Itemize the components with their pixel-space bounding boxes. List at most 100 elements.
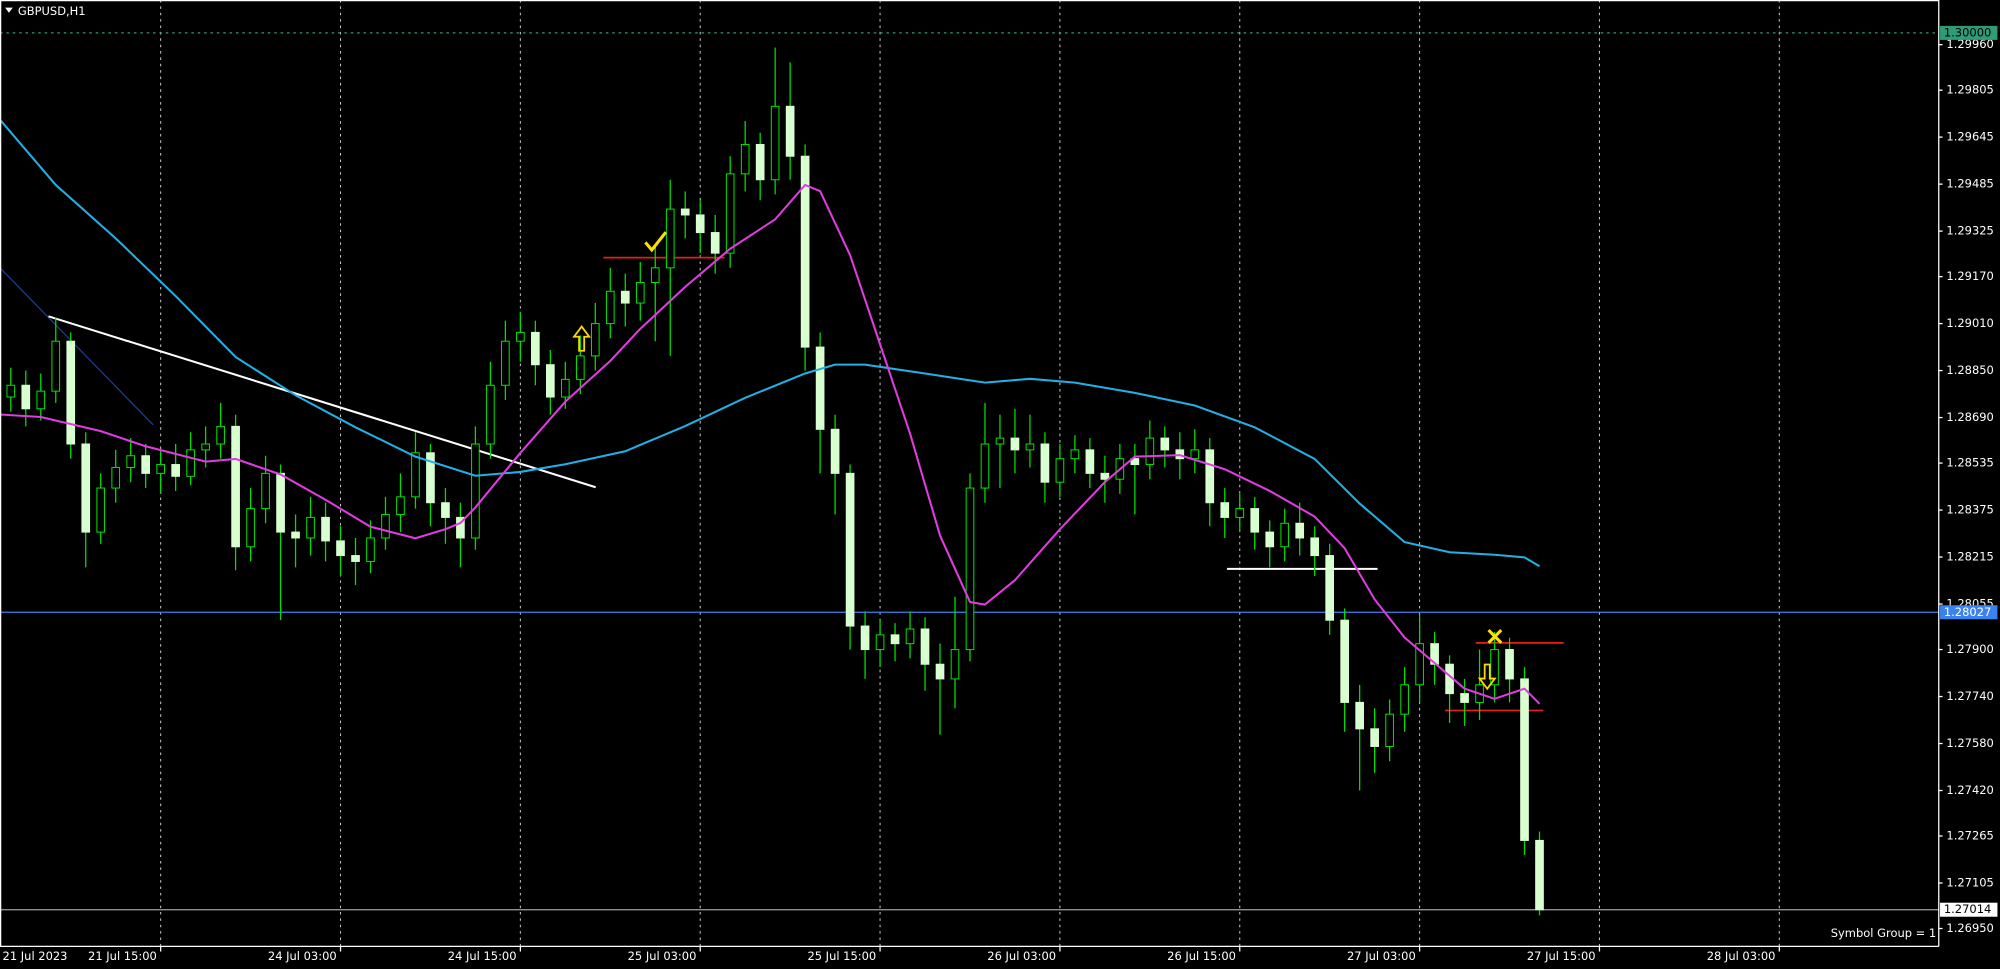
y-tick-label: 1.27740 [1946,689,1993,703]
moving-average-line [0,118,1541,568]
candle-body [231,425,240,548]
candle-body [1415,643,1424,686]
candle-body [546,364,555,398]
candle-body [471,443,480,539]
candle-body [396,496,405,515]
buy-arrow-icon [572,325,592,352]
candle-body [501,340,510,386]
candle-body [1130,458,1140,466]
candle-body [411,452,420,498]
y-tick-label: 1.28690 [1946,410,1993,424]
candle-body [1220,502,1230,518]
candle-body [1280,522,1290,548]
candle-body [785,105,795,157]
candle-body [710,232,720,254]
candle-body [695,214,705,234]
candle-body [156,464,166,474]
x-tick-label: 26 Jul 03:00 [987,949,1056,963]
candle-body [1205,449,1215,504]
y-tick-label: 1.29325 [1946,224,1993,238]
candle-body [51,340,61,392]
trend-line [0,267,154,426]
candle-body [1310,537,1320,557]
candle-body [1460,693,1469,703]
y-tick-label: 1.29485 [1946,177,1993,191]
plot-layer [0,47,1544,916]
candle-body [1235,508,1245,518]
candle-body [366,537,375,562]
candle-body [171,464,180,477]
price-level-label-box [1940,902,1998,917]
sell-arrow-icon [1477,663,1497,691]
chart-title: GBPUSD,H1 [18,4,86,18]
x-tick-label: 27 Jul 03:00 [1347,949,1416,963]
candle-body [590,323,600,357]
candle-body [680,208,690,216]
candle-body [1070,449,1080,460]
candle-body [96,487,106,533]
candle-body [426,452,435,504]
candle-body [36,390,46,410]
candle-body [1010,437,1020,451]
candle-body [351,555,360,562]
candle-body [560,378,570,398]
candle-body [980,443,990,489]
candle-body [1385,713,1394,747]
x-tick-label: 25 Jul 15:00 [807,949,876,963]
y-tick-label: 1.28850 [1946,363,1993,377]
candle-body [905,628,915,645]
candle-body [441,502,450,518]
candle-body [1085,449,1095,474]
candle-body [456,516,465,539]
candle-body [575,355,585,380]
candle-body [1025,443,1035,451]
candle-body [1100,472,1110,480]
price-level-label-box [1940,605,1998,620]
candle-body [950,649,960,680]
candle-body [111,466,121,489]
price-level-label: 1.27014 [1944,902,1991,916]
moving-average-line [0,183,1541,705]
candle-body [1295,522,1305,539]
candle-body [486,384,495,445]
candle-body [1040,443,1050,483]
candle-body [276,472,285,533]
candle-body [201,443,210,451]
candle-body [620,290,630,304]
candle-body [800,155,810,348]
y-tick-label: 1.27900 [1946,642,1993,656]
candle-body [531,331,540,366]
candle-body [650,267,660,283]
candle-body [261,472,270,510]
x-tick-label: 27 Jul 15:00 [1527,949,1596,963]
candle-body [755,143,765,181]
candle-body [770,105,780,181]
candle-body [1340,619,1350,703]
candle-body [6,384,16,398]
candle-body [246,508,255,548]
candle-body [141,455,151,474]
candle-body [1355,701,1364,730]
candle-body [381,513,390,539]
candle-body [66,340,76,445]
candle-body [1160,437,1170,451]
y-tick-label: 1.29170 [1946,269,1993,283]
y-tick-label: 1.29645 [1946,130,1993,144]
candle-body [740,143,750,175]
y-tick-label: 1.27420 [1946,783,1993,797]
candle-body [1520,678,1529,841]
candle-body [1400,684,1409,715]
price-level-label: 1.30000 [1944,25,1991,39]
candle-body [845,472,855,627]
x-tick-label: 25 Jul 03:00 [628,949,697,963]
candle-body [1055,458,1065,483]
candle-body [725,173,735,254]
y-tick-label: 1.28215 [1946,550,1993,564]
candle-body [635,281,645,304]
candle-body [860,625,870,651]
price-level-label-box [1940,25,1998,40]
x-tick-label: 24 Jul 15:00 [448,949,517,963]
y-tick-label: 1.29960 [1946,37,1993,51]
